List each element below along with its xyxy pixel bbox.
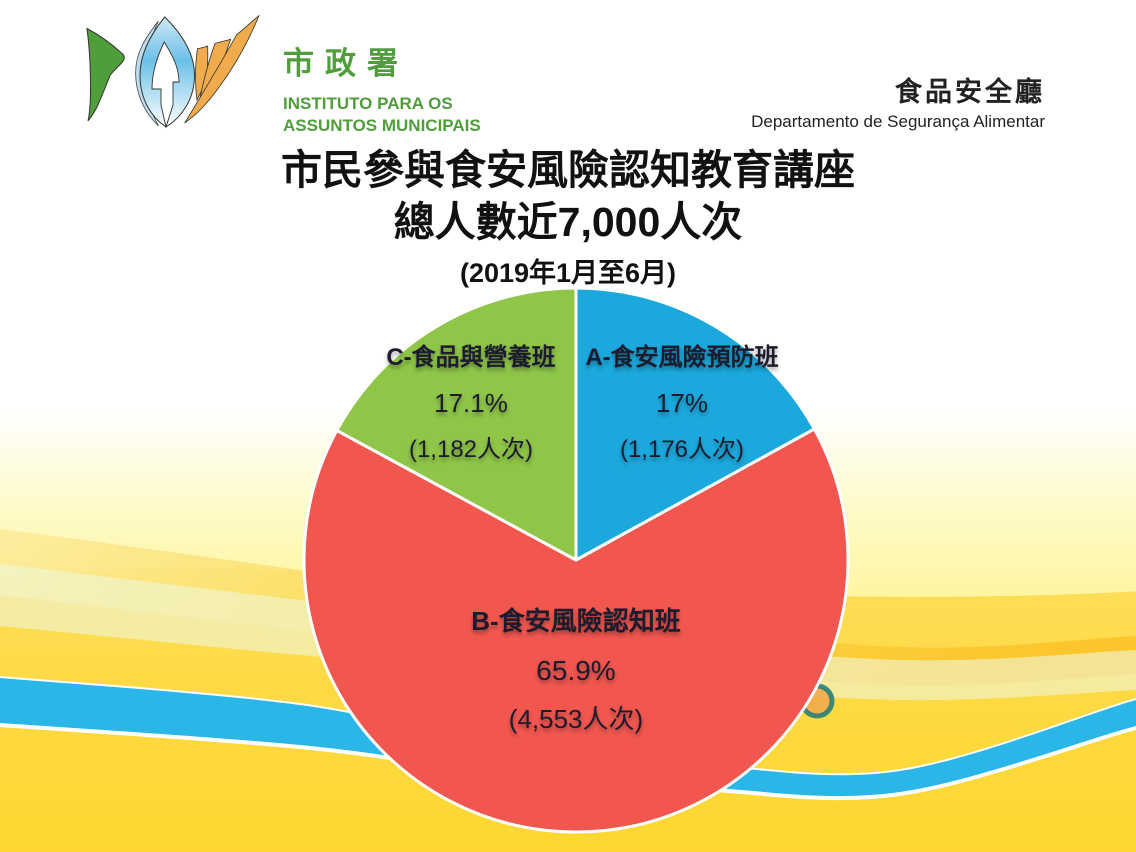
svg-text:(1,182人次): (1,182人次) [409, 436, 533, 463]
svg-text:(1,176人次): (1,176人次) [620, 436, 744, 463]
svg-text:B-食安風險認知班: B-食安風險認知班 [471, 606, 680, 636]
svg-text:65.9%: 65.9% [536, 655, 615, 686]
svg-text:A-食安風險預防班: A-食安風險預防班 [585, 343, 778, 371]
svg-text:17%: 17% [656, 388, 708, 418]
svg-text:17.1%: 17.1% [434, 388, 508, 418]
svg-text:C-食品與營養班: C-食品與營養班 [386, 343, 555, 371]
svg-text:(4,553人次): (4,553人次) [509, 704, 643, 734]
